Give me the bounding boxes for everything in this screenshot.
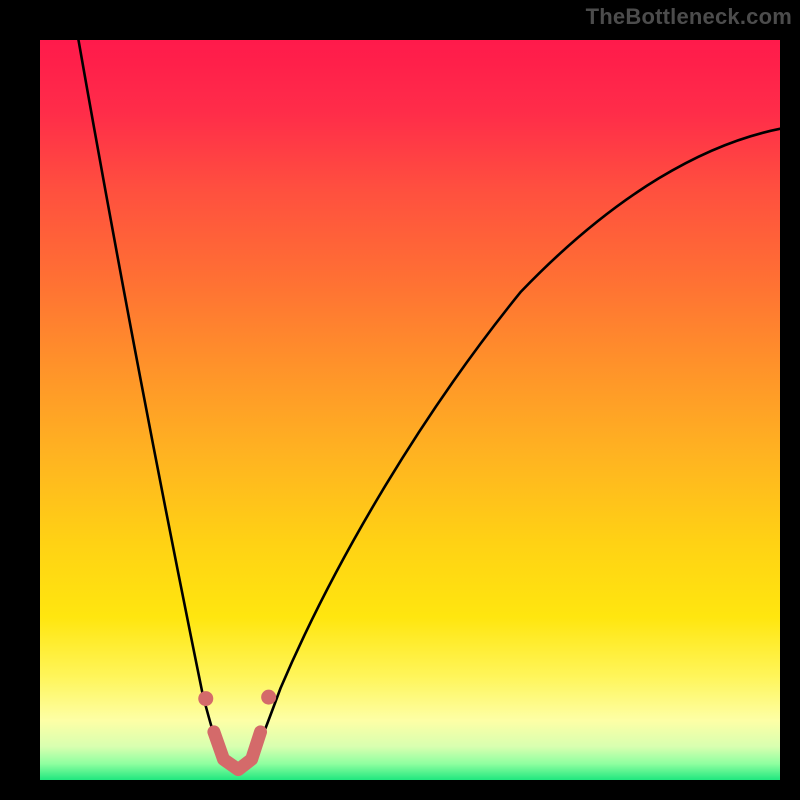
chart-stage: TheBottleneck.com	[0, 0, 800, 800]
marker-u-path	[214, 732, 261, 770]
plot-area	[40, 40, 780, 780]
watermark-text: TheBottleneck.com	[586, 4, 792, 30]
marker-dots	[198, 690, 276, 706]
curve-overlay	[40, 40, 780, 780]
curve-right	[249, 129, 780, 767]
marker-dot	[198, 691, 213, 706]
marker-dot	[261, 690, 276, 705]
curve-left	[78, 40, 226, 767]
